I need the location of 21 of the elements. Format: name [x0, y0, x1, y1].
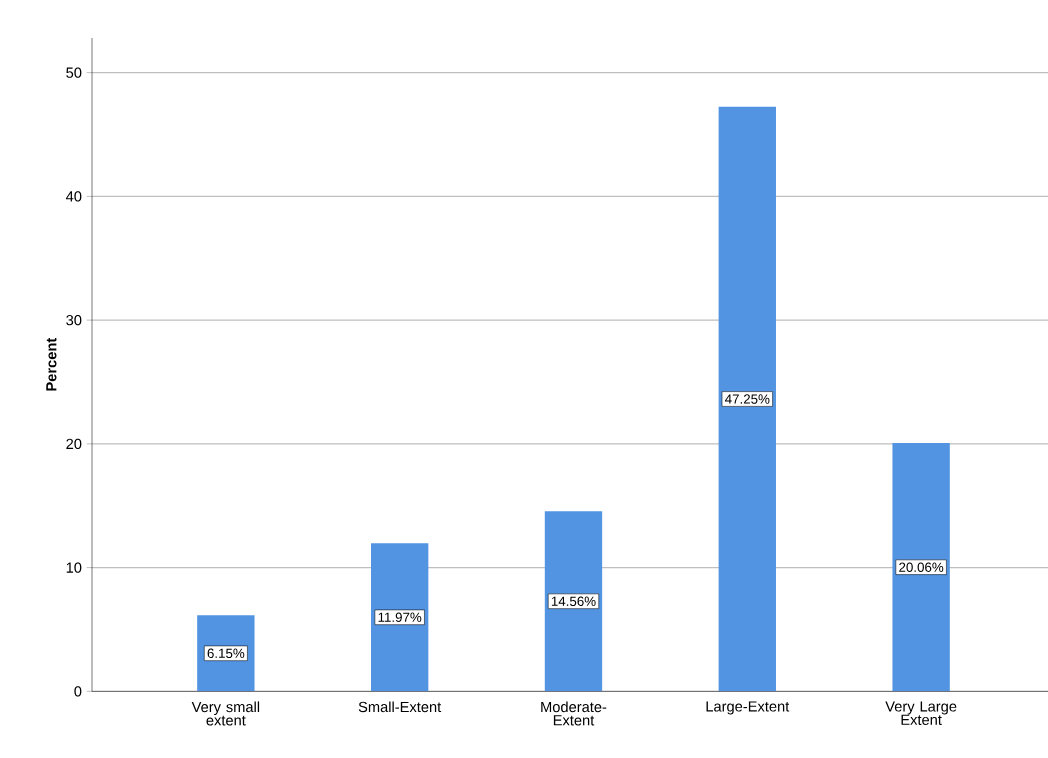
x-tick-label: Small-Extent — [358, 701, 442, 713]
bar — [544, 511, 603, 692]
y-tick-label: 50 — [66, 67, 82, 78]
bar — [892, 443, 950, 692]
y-tick-label: 30 — [66, 314, 82, 326]
y-tick-label: 40 — [65, 191, 82, 202]
data-label: 20.06% — [899, 562, 944, 572]
data-label: 6.15% — [207, 648, 245, 658]
y-tick-label: 10 — [66, 562, 82, 573]
bar — [370, 543, 429, 692]
data-label: 14.56% — [551, 596, 596, 606]
bar — [718, 106, 776, 692]
x-tick-label: Large-Extent — [706, 701, 790, 715]
y-tick-label: 0 — [74, 686, 82, 697]
y-tick-label: 20 — [66, 438, 82, 450]
data-label: 11.97% — [378, 612, 422, 622]
x-tick-label: Very Large Extent — [885, 701, 957, 725]
x-tick-label: Moderate-Extent — [541, 701, 607, 726]
x-tick-label: Very small extent — [191, 701, 260, 726]
y-axis-title: Percent — [46, 337, 57, 391]
data-label: 47.25% — [725, 394, 770, 404]
